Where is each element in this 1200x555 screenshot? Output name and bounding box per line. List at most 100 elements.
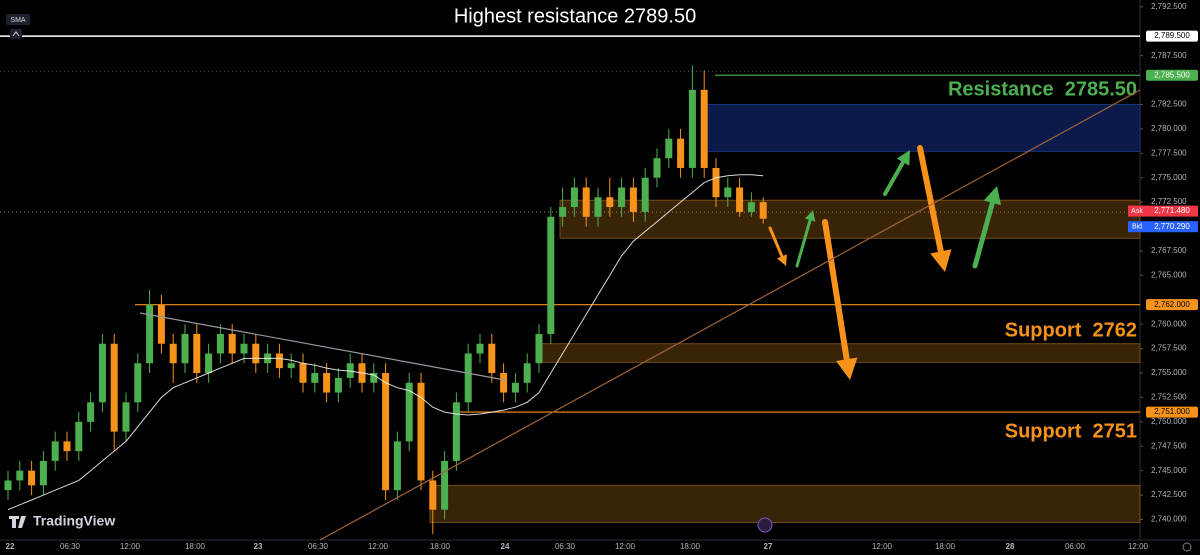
x-tick-label: 18:00 bbox=[935, 542, 956, 551]
arrow-head bbox=[804, 210, 816, 222]
price-tag bbox=[1146, 30, 1198, 42]
x-tick-label: 12:00 bbox=[872, 542, 893, 551]
y-tick-label: 2,782.500 bbox=[1151, 100, 1187, 109]
candle-body bbox=[287, 363, 295, 369]
y-tick-label: 2,775.000 bbox=[1151, 173, 1187, 182]
chart-title: Highest resistance 2789.50 bbox=[454, 5, 696, 27]
candle-body bbox=[641, 177, 649, 212]
candle-body bbox=[547, 216, 555, 334]
candle-body bbox=[476, 343, 484, 354]
candle-body bbox=[169, 343, 177, 364]
quote-box bbox=[1146, 205, 1198, 217]
arrow-head bbox=[930, 249, 952, 272]
candle-body bbox=[523, 363, 531, 383]
candle-body bbox=[665, 138, 673, 159]
x-tick-label: 27 bbox=[764, 542, 773, 551]
collapse-button[interactable] bbox=[10, 29, 22, 39]
candle-body bbox=[51, 441, 59, 461]
candle-body bbox=[405, 382, 413, 442]
x-tick-label: 23 bbox=[254, 542, 263, 551]
candle-body bbox=[393, 441, 401, 491]
candle-body bbox=[252, 343, 260, 364]
candle-body bbox=[382, 373, 390, 491]
candle-body bbox=[747, 202, 755, 212]
price-tag-label: 2,762.000 bbox=[1154, 300, 1190, 309]
candle-body bbox=[157, 304, 165, 344]
candle-body bbox=[134, 363, 142, 403]
annotation: Support 2762 bbox=[1005, 319, 1137, 341]
price-tag-label: 2,785.500 bbox=[1154, 70, 1190, 79]
y-tick-label: 2,780.000 bbox=[1151, 124, 1187, 133]
candle-body bbox=[618, 187, 626, 208]
arrow-shaft bbox=[822, 219, 850, 363]
quote-name-box bbox=[1128, 205, 1146, 217]
candle-body bbox=[323, 373, 331, 393]
x-tick-label: 12:00 bbox=[1128, 542, 1149, 551]
indicator-badge[interactable] bbox=[6, 14, 30, 25]
arrow-head bbox=[836, 357, 858, 380]
candle-body bbox=[75, 421, 83, 452]
y-tick-label: 2,750.000 bbox=[1151, 417, 1187, 426]
y-tick-label: 2,765.000 bbox=[1151, 270, 1187, 279]
candle-body bbox=[334, 377, 342, 393]
y-tick-label: 2,755.000 bbox=[1151, 368, 1187, 377]
candle-body bbox=[629, 187, 637, 212]
candle-body bbox=[606, 197, 614, 208]
quote-label: 2,771.480 bbox=[1154, 206, 1190, 215]
event-marker[interactable] bbox=[757, 517, 773, 533]
candle-body bbox=[193, 333, 201, 374]
arrow-shaft bbox=[917, 145, 944, 255]
y-tick-label: 2,742.500 bbox=[1151, 490, 1187, 499]
price-tag bbox=[1146, 406, 1198, 418]
quote-box bbox=[1146, 221, 1198, 233]
candle-body bbox=[16, 470, 24, 481]
candle-body bbox=[228, 333, 236, 354]
y-tick-label: 2,740.000 bbox=[1151, 515, 1187, 524]
x-tick-label: 12:00 bbox=[120, 542, 141, 551]
candle-body bbox=[299, 363, 307, 383]
candle-body bbox=[736, 187, 744, 212]
candle-body bbox=[759, 202, 767, 219]
x-tick-label: 06:30 bbox=[555, 542, 576, 551]
candle-body bbox=[594, 197, 602, 217]
candle-body bbox=[712, 167, 720, 198]
candle-body bbox=[464, 353, 472, 403]
candle-body bbox=[452, 402, 460, 461]
candle-body bbox=[110, 343, 118, 432]
candle-body bbox=[511, 382, 519, 393]
sma-line bbox=[7, 174, 764, 511]
price-tag-label: 2,789.500 bbox=[1154, 31, 1190, 40]
indicator-name[interactable]: SMA bbox=[10, 17, 26, 24]
settings-icon[interactable] bbox=[1182, 542, 1192, 552]
candle-body bbox=[582, 187, 590, 217]
x-tick-label: 06:00 bbox=[1065, 542, 1086, 551]
candle-body bbox=[4, 480, 12, 491]
x-tick-label: 22 bbox=[6, 542, 15, 551]
candle-body bbox=[700, 89, 708, 168]
arrow-shaft bbox=[768, 226, 784, 258]
candle-body bbox=[417, 382, 425, 481]
arrow-head bbox=[776, 254, 787, 266]
quote-name: Ask bbox=[1131, 208, 1143, 215]
candle-body bbox=[653, 158, 661, 178]
y-tick-label: 2,787.500 bbox=[1151, 51, 1187, 60]
candle-body bbox=[87, 402, 95, 422]
candle-body bbox=[275, 353, 283, 369]
candle-body bbox=[39, 460, 47, 486]
y-tick-label: 2,757.500 bbox=[1151, 344, 1187, 353]
zone bbox=[704, 104, 1141, 152]
x-tick-label: 12:00 bbox=[615, 542, 636, 551]
trend-line bbox=[319, 89, 1141, 541]
candle-body bbox=[205, 353, 213, 374]
candle-body bbox=[488, 343, 496, 374]
candle-body bbox=[441, 460, 449, 510]
candle-body bbox=[146, 304, 154, 364]
quote-label: 2,770.290 bbox=[1154, 222, 1190, 231]
y-tick-label: 2,752.500 bbox=[1151, 393, 1187, 402]
collapse-icon bbox=[12, 31, 20, 37]
y-tick-label: 2,745.000 bbox=[1151, 466, 1187, 475]
logo-icon bbox=[9, 516, 26, 528]
candle-body bbox=[429, 480, 437, 510]
